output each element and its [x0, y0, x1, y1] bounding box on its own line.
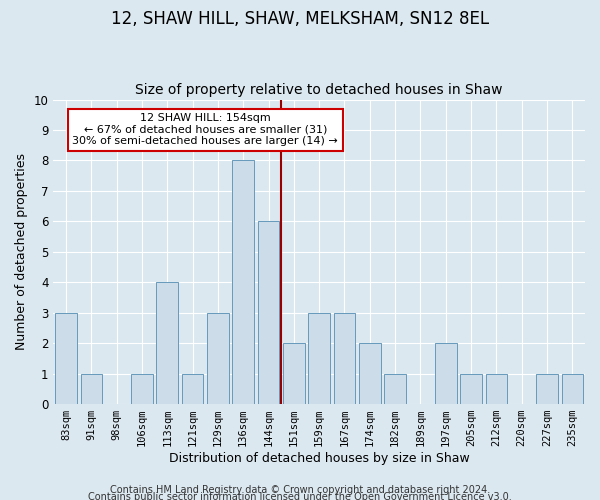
Bar	[536, 374, 558, 404]
Bar	[283, 343, 305, 404]
Bar	[385, 374, 406, 404]
Bar	[460, 374, 482, 404]
Text: 12 SHAW HILL: 154sqm
← 67% of detached houses are smaller (31)
30% of semi-detac: 12 SHAW HILL: 154sqm ← 67% of detached h…	[73, 114, 338, 146]
Text: 12, SHAW HILL, SHAW, MELKSHAM, SN12 8EL: 12, SHAW HILL, SHAW, MELKSHAM, SN12 8EL	[111, 10, 489, 28]
Bar	[182, 374, 203, 404]
Bar	[232, 160, 254, 404]
Title: Size of property relative to detached houses in Shaw: Size of property relative to detached ho…	[136, 83, 503, 97]
Bar	[485, 374, 507, 404]
Bar	[359, 343, 380, 404]
Y-axis label: Number of detached properties: Number of detached properties	[15, 154, 28, 350]
Bar	[258, 222, 279, 404]
Bar	[207, 312, 229, 404]
Bar	[334, 312, 355, 404]
Bar	[435, 343, 457, 404]
Bar	[55, 312, 77, 404]
Text: Contains public sector information licensed under the Open Government Licence v3: Contains public sector information licen…	[88, 492, 512, 500]
X-axis label: Distribution of detached houses by size in Shaw: Distribution of detached houses by size …	[169, 452, 470, 465]
Bar	[157, 282, 178, 404]
Bar	[80, 374, 102, 404]
Bar	[562, 374, 583, 404]
Bar	[308, 312, 330, 404]
Text: Contains HM Land Registry data © Crown copyright and database right 2024.: Contains HM Land Registry data © Crown c…	[110, 485, 490, 495]
Bar	[131, 374, 152, 404]
